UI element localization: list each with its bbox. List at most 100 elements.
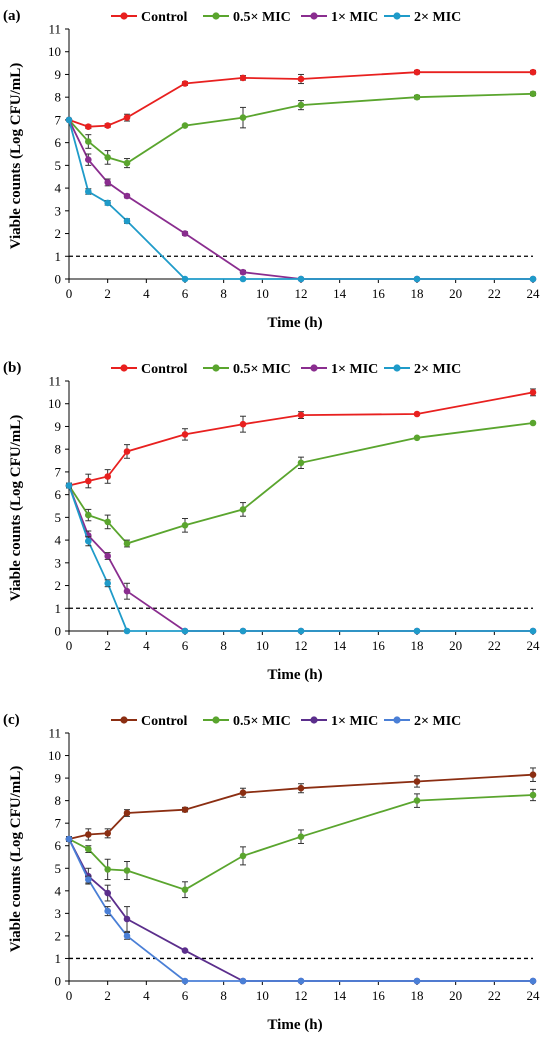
data-point: [85, 188, 92, 195]
legend-label: 0.5× MIC: [233, 362, 291, 377]
data-point: [239, 114, 247, 121]
x-tick-label: 2: [104, 286, 111, 301]
data-point: [413, 434, 421, 442]
x-tick-label: 2: [104, 638, 111, 653]
data-point: [529, 68, 537, 76]
series-3: [65, 116, 537, 283]
data-point: [123, 587, 131, 595]
data-point: [104, 473, 111, 480]
data-point: [181, 627, 189, 635]
x-tick-label: 12: [295, 988, 308, 1003]
y-tick-label: 9: [55, 771, 62, 786]
data-point: [85, 845, 92, 853]
y-tick-label: 1: [55, 601, 62, 616]
x-tick-label: 20: [449, 638, 462, 653]
data-point: [529, 275, 537, 283]
series-1: [65, 388, 537, 489]
panel-label: (b): [3, 360, 21, 376]
data-point: [413, 410, 421, 418]
data-point: [123, 217, 131, 225]
legend-label: 2× MIC: [414, 362, 461, 377]
data-point: [123, 867, 131, 874]
x-tick-label: 10: [256, 286, 269, 301]
legend-item: 2× MIC: [384, 362, 461, 377]
legend-label: 2× MIC: [414, 10, 461, 25]
data-point: [529, 791, 537, 799]
data-point: [104, 122, 111, 129]
data-point: [85, 831, 92, 838]
y-tick-label: 2: [55, 578, 62, 593]
y-tick-label: 11: [48, 374, 61, 389]
y-tick-label: 7: [55, 112, 62, 127]
legend-item: 2× MIC: [384, 714, 461, 729]
series-3: [65, 482, 537, 635]
data-point: [181, 80, 189, 87]
series-4: [65, 482, 537, 635]
series-line: [68, 485, 533, 632]
x-tick-label: 10: [256, 988, 269, 1003]
data-point: [123, 809, 131, 817]
legend-item: Control: [111, 714, 188, 729]
series-line: [68, 391, 534, 487]
series-line: [68, 119, 533, 280]
data-point: [104, 907, 111, 915]
x-tick-label: 14: [333, 286, 347, 301]
x-axis-title: Time (h): [267, 667, 322, 683]
x-tick-label: 22: [488, 286, 501, 301]
legend-marker: [120, 716, 128, 724]
legend-item: 2× MIC: [384, 10, 461, 25]
series-4: [65, 116, 537, 283]
legend-label: 0.5× MIC: [233, 10, 291, 25]
y-tick-label: 0: [55, 624, 62, 639]
legend-marker: [212, 364, 220, 372]
data-point: [239, 275, 247, 283]
panel-label: (c): [3, 712, 20, 728]
x-tick-label: 12: [295, 286, 308, 301]
legend-marker: [310, 716, 318, 724]
data-point: [181, 806, 189, 813]
x-tick-label: 6: [182, 988, 189, 1003]
legend-marker: [393, 364, 401, 372]
x-tick-label: 16: [372, 286, 386, 301]
x-tick-label: 6: [182, 638, 189, 653]
x-axis-title: Time (h): [267, 315, 322, 331]
legend-marker: [393, 716, 401, 724]
data-point: [104, 518, 111, 526]
x-tick-label: 0: [66, 988, 73, 1003]
data-point: [123, 448, 131, 455]
data-point: [529, 977, 537, 985]
data-point: [181, 230, 189, 237]
data-point: [104, 154, 111, 161]
y-axis-title: Viable counts (Log CFU/mL): [8, 415, 24, 602]
series-2: [65, 90, 537, 169]
data-point: [413, 778, 421, 785]
y-tick-label: 5: [55, 861, 62, 876]
y-tick-label: 10: [48, 748, 61, 763]
x-tick-label: 22: [488, 638, 501, 653]
data-point: [104, 830, 111, 837]
y-tick-label: 1: [55, 249, 62, 264]
y-tick-label: 3: [55, 906, 62, 921]
x-axis-title: Time (h): [267, 1017, 322, 1033]
data-point: [529, 771, 537, 778]
x-tick-label: 2: [104, 988, 111, 1003]
series-line: [68, 838, 533, 982]
data-point: [239, 789, 247, 796]
data-point: [181, 947, 189, 954]
x-tick-label: 12: [295, 638, 308, 653]
y-tick-label: 0: [55, 272, 62, 287]
y-tick-label: 8: [55, 442, 62, 457]
y-tick-label: 8: [55, 90, 62, 105]
y-tick-label: 7: [55, 464, 62, 479]
y-tick-label: 5: [55, 158, 62, 173]
data-point: [297, 977, 305, 985]
series-2: [65, 419, 537, 548]
y-tick-label: 4: [55, 883, 62, 898]
legend-marker: [120, 364, 128, 372]
data-point: [413, 977, 421, 985]
data-point: [104, 179, 111, 186]
legend-label: Control: [141, 714, 188, 729]
x-tick-label: 20: [449, 286, 462, 301]
data-point: [104, 552, 111, 560]
